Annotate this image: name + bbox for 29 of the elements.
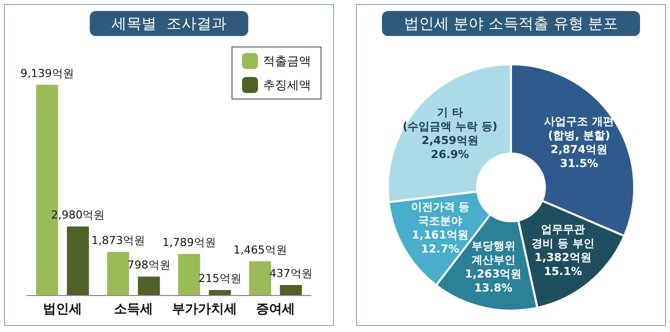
chart-title: 법인세 분야 소득적출 유형 분포 — [404, 14, 618, 32]
slice-label: 기 타 (수입금액 누락 등) — [402, 106, 498, 133]
data-label: 1,161억원 12.7% — [412, 228, 469, 256]
x-tick-label: 부가가치세 — [172, 302, 237, 317]
bar — [138, 276, 160, 295]
bar — [107, 252, 130, 295]
data-label: 1,789억원 — [162, 236, 216, 249]
slice-label: 업무무관 경비 등 부인 — [532, 222, 594, 250]
legend-label: 추징세액 — [263, 78, 311, 92]
bar — [249, 261, 272, 295]
bar — [208, 290, 231, 295]
x-tick-label: 소득세 — [114, 302, 153, 317]
slice-label: 사업구조 개편 (합병, 분할) — [544, 115, 614, 142]
legend-label: 적출금액 — [263, 54, 311, 68]
data-label: 9,139억원 — [20, 66, 74, 80]
data-label: 1,873억원 — [91, 234, 145, 247]
data-label: 1,382억원 15.1% — [534, 250, 592, 278]
data-label: 2,459억원 26.9% — [422, 134, 478, 161]
data-label: 1,465억원 — [233, 243, 287, 256]
data-label: 2,874억원 31.5% — [550, 143, 608, 170]
bar — [178, 254, 200, 295]
bar — [280, 284, 302, 295]
x-tick-label: 법인세 — [43, 302, 82, 317]
slice-label: 이전가격 등 국조분야 — [410, 200, 470, 228]
bar — [66, 226, 89, 295]
data-label: 1,263억원 13.8% — [464, 268, 522, 294]
x-tick-label: 증여세 — [256, 302, 295, 317]
slice-label: 부당행위 계산부인 — [471, 240, 516, 266]
chart-title: 세목별 조사결과 — [112, 14, 226, 32]
